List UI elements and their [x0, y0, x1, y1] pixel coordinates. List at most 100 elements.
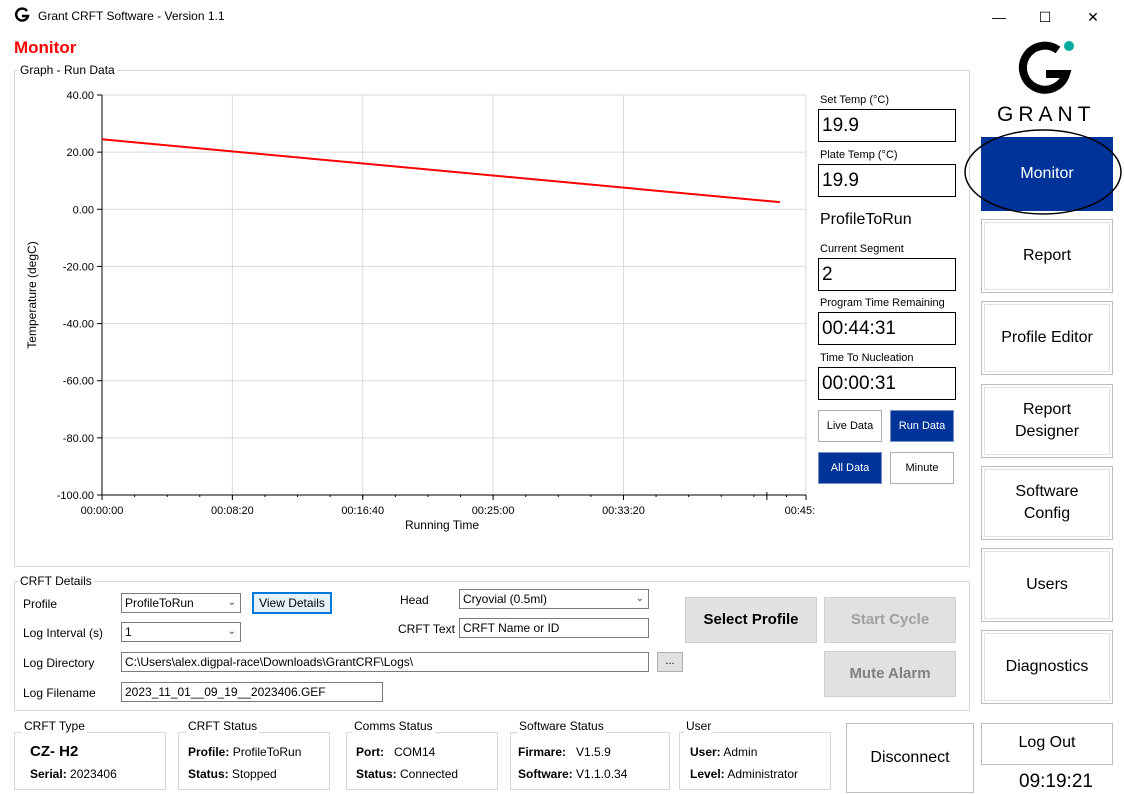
- level-row: Level: Administrator: [690, 767, 799, 781]
- nav-report-label: Report: [1022, 247, 1072, 264]
- user-group: [679, 732, 831, 790]
- program-time-value: 00:44:31: [818, 312, 956, 345]
- y-tick-label: -20.00: [63, 261, 94, 273]
- x-tick-label: 00:08:20: [211, 505, 254, 517]
- nav-users-button[interactable]: Users: [981, 548, 1113, 622]
- minimize-button[interactable]: —: [992, 9, 1006, 25]
- page-title: Monitor: [14, 38, 77, 57]
- plate-temp-label: Plate Temp (°C): [820, 149, 898, 161]
- head-label: Head: [400, 593, 429, 607]
- y-tick-label: -40.00: [63, 319, 94, 331]
- software-row: Software: V1.1.0.34: [518, 767, 628, 781]
- highlight-ellipse: [964, 129, 1122, 215]
- start-cycle-button[interactable]: Start Cycle: [824, 597, 956, 643]
- crft-details-group: [14, 581, 970, 711]
- y-tick-label: -60.00: [63, 376, 94, 388]
- x-tick-label: 00:16:40: [341, 505, 384, 517]
- clock: 09:19:21: [1019, 771, 1093, 792]
- log-directory-input[interactable]: C:\Users\alex.digpal-race\Downloads\Gran…: [121, 652, 649, 672]
- log-filename-label: Log Filename: [23, 686, 96, 700]
- y-tick-label: 0.00: [73, 204, 94, 216]
- comms-status-group: [346, 732, 498, 790]
- profile-label: Profile: [23, 597, 58, 611]
- disconnect-button[interactable]: Disconnect: [846, 723, 974, 793]
- graph-group-title: Graph - Run Data: [18, 63, 117, 77]
- all-data-button[interactable]: All Data: [818, 452, 882, 484]
- nav-report-designer-button[interactable]: Report Designer: [981, 384, 1113, 458]
- nav-report-designer-label: Report Designer: [1014, 401, 1080, 440]
- crft-status-group: [178, 732, 330, 790]
- nav-profile-editor-button[interactable]: Profile Editor: [981, 301, 1113, 375]
- chevron-down-icon: ⌄: [635, 593, 644, 604]
- minute-button[interactable]: Minute: [890, 452, 954, 484]
- head-select[interactable]: Cryovial (0.5ml) ⌄: [459, 589, 649, 609]
- x-tick-label: 00:33:20: [602, 505, 645, 517]
- browse-button[interactable]: ...: [657, 652, 683, 672]
- crft-profile-row: Profile: ProfileToRun: [188, 745, 302, 759]
- crft-text-label: CRFT Text: [398, 622, 455, 636]
- y-axis-title: Temperature (degC): [25, 241, 39, 348]
- nav-report-button[interactable]: Report: [981, 219, 1113, 293]
- crft-type-group: [14, 732, 166, 790]
- chevron-down-icon: ⌄: [227, 626, 236, 637]
- plate-temp-value: 19.9: [818, 164, 956, 197]
- mute-alarm-button[interactable]: Mute Alarm: [824, 651, 956, 697]
- set-temp-label: Set Temp (°C): [820, 94, 889, 106]
- crft-details-title: CRFT Details: [18, 574, 94, 588]
- comms-status-row: Status: Connected: [356, 767, 459, 781]
- log-interval-select[interactable]: 1 ⌄: [121, 622, 241, 642]
- nav-monitor-button[interactable]: Monitor: [981, 137, 1113, 211]
- logo-dot-icon: [1064, 41, 1074, 51]
- set-temp-value: 19.9: [818, 109, 956, 142]
- comms-status-title: Comms Status: [352, 719, 435, 733]
- x-axis-title: Running Time: [405, 518, 479, 532]
- nav-users-label: Users: [1026, 576, 1068, 593]
- maximize-button[interactable]: ☐: [1038, 9, 1052, 25]
- crft-text-input[interactable]: CRFT Name or ID: [459, 618, 649, 638]
- log-directory-label: Log Directory: [23, 656, 95, 670]
- nav-diagnostics-button[interactable]: Diagnostics: [981, 630, 1113, 704]
- nucleation-value: 00:00:31: [818, 367, 956, 400]
- chevron-down-icon: ⌄: [227, 597, 236, 608]
- live-data-button[interactable]: Live Data: [818, 410, 882, 442]
- crft-status-row: Status: Stopped: [188, 767, 277, 781]
- software-status-group: [510, 732, 670, 790]
- serial-row: Serial: 2023406: [30, 767, 117, 781]
- crft-type-value: CZ- H2: [30, 743, 79, 760]
- log-out-label: Log Out: [1018, 734, 1076, 751]
- run-data-button[interactable]: Run Data: [890, 410, 954, 442]
- close-button[interactable]: ✕: [1087, 9, 1099, 25]
- view-details-button[interactable]: View Details: [252, 592, 332, 614]
- user-title: User: [684, 719, 714, 733]
- crft-status-title: CRFT Status: [186, 719, 260, 733]
- nav-monitor-label: Monitor: [1020, 165, 1074, 182]
- x-tick-label: 00:25:00: [472, 505, 515, 517]
- profile-select[interactable]: ProfileToRun ⌄: [121, 593, 241, 613]
- nav-diagnostics-label: Diagnostics: [1005, 658, 1089, 675]
- crft-type-title: CRFT Type: [22, 719, 87, 733]
- port-row: Port: COM14: [356, 745, 436, 759]
- x-tick-label: 00:00:00: [81, 505, 124, 517]
- firmware-row: Firmare: V1.5.9: [518, 745, 611, 759]
- temperature-chart: 40.00 20.00 0.00 -20.00 -40.00 -60.00 -80.00 -1…: [25, 90, 814, 532]
- grant-logo-icon: [1018, 41, 1074, 94]
- y-tick-label: -80.00: [63, 433, 94, 445]
- log-filename-input[interactable]: 2023_11_01__09_19__2023406.GEF: [121, 682, 383, 702]
- nav-software-config-label: Software Config: [1015, 483, 1079, 522]
- profile-name: ProfileToRun: [820, 211, 912, 228]
- y-tick-label: 40.00: [66, 90, 94, 102]
- program-time-label: Program Time Remaining: [820, 297, 945, 309]
- user-row: User: Admin: [690, 745, 758, 759]
- log-out-button[interactable]: Log Out: [981, 723, 1113, 765]
- graph-group: [14, 70, 970, 567]
- window-title: Grant CRFT Software - Version 1.1: [38, 9, 225, 23]
- nucleation-label: Time To Nucleation: [820, 352, 914, 364]
- nav-software-config-button[interactable]: Software Config: [981, 466, 1113, 540]
- grant-logo-text: GRANT: [997, 103, 1096, 126]
- nav-profile-editor-label: Profile Editor: [1001, 329, 1093, 346]
- grant-app-icon: [15, 7, 30, 22]
- software-status-title: Software Status: [517, 719, 606, 733]
- select-profile-button[interactable]: Select Profile: [685, 597, 817, 643]
- y-tick-label: -100.00: [57, 490, 94, 502]
- log-interval-label: Log Interval (s): [23, 626, 104, 640]
